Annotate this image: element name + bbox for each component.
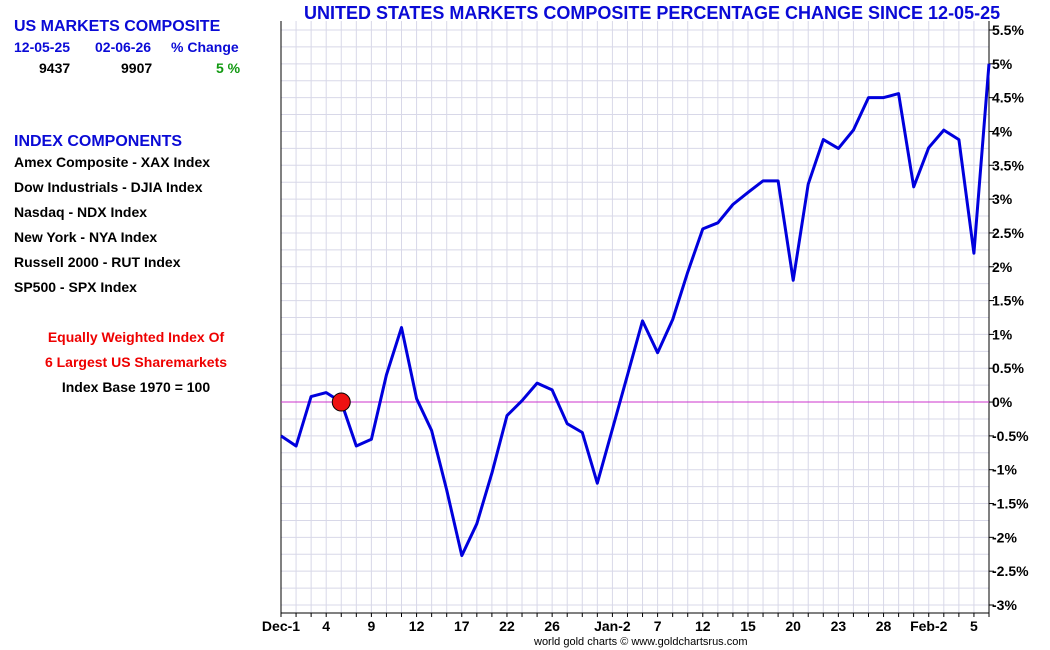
- credit: world gold charts © www.goldchartsrus.co…: [534, 636, 748, 648]
- x-tick-label: 23: [831, 618, 847, 634]
- y-tick-label: 3.5%: [992, 157, 1024, 173]
- component-item: Dow Industrials - DJIA Index: [14, 179, 203, 195]
- y-tick-label: 5%: [992, 56, 1013, 72]
- summary-end-date: 02-06-26: [95, 39, 152, 55]
- x-tick-label: 12: [695, 618, 711, 634]
- note-line-3: Index Base 1970 = 100: [61, 379, 211, 395]
- x-tick-label: 17: [454, 618, 470, 634]
- x-tick-label: 4: [322, 618, 330, 634]
- summary-end-value: 9907: [121, 60, 153, 76]
- y-tick-label: 5.5%: [992, 22, 1024, 38]
- y-tick-label: -2%: [992, 529, 1017, 545]
- x-tick-label: 5: [970, 618, 978, 634]
- y-tick-label: 4.5%: [992, 90, 1024, 106]
- x-tick-label: 12: [409, 618, 425, 634]
- y-tick-label: 1.5%: [992, 293, 1024, 309]
- note-line-1: Equally Weighted Index Of: [47, 329, 225, 345]
- chart-title: UNITED STATES MARKETS COMPOSITE PERCENTA…: [304, 3, 1001, 23]
- x-tick-label: 15: [740, 618, 756, 634]
- components-title: INDEX COMPONENTS: [14, 133, 183, 150]
- y-tick-label: -0.5%: [992, 428, 1029, 444]
- x-tick-label: 26: [544, 618, 560, 634]
- y-tick-label: 2%: [992, 259, 1013, 275]
- y-tick-label: 2.5%: [992, 225, 1024, 241]
- component-item: Nasdaq - NDX Index: [14, 204, 148, 220]
- y-tick-label: 3%: [992, 191, 1013, 207]
- x-tick-label: Jan-2: [594, 618, 631, 634]
- x-tick-label: 22: [499, 618, 515, 634]
- y-tick-label: 0.5%: [992, 360, 1024, 376]
- component-item: Amex Composite - XAX Index: [14, 154, 211, 170]
- component-item: Russell 2000 - RUT Index: [14, 254, 181, 270]
- x-tick-label: 28: [876, 618, 892, 634]
- summary-change-value: 5 %: [216, 60, 241, 76]
- y-tick-label: -2.5%: [992, 563, 1029, 579]
- y-tick-label: -1%: [992, 462, 1017, 478]
- y-tick-label: -1.5%: [992, 496, 1029, 512]
- summary-start-value: 9437: [39, 60, 71, 76]
- y-tick-label: 0%: [992, 394, 1013, 410]
- y-tick-label: 4%: [992, 123, 1013, 139]
- x-tick-label: Dec-1: [262, 618, 300, 634]
- summary-change-header: % Change: [171, 39, 239, 55]
- component-item: SP500 - SPX Index: [14, 279, 137, 295]
- x-tick-label: 7: [654, 618, 662, 634]
- x-tick-label: 20: [785, 618, 801, 634]
- x-tick-label: Feb-2: [910, 618, 948, 634]
- note-line-2: 6 Largest US Sharemarkets: [44, 354, 228, 370]
- summary-title: US MARKETS COMPOSITE: [14, 18, 221, 35]
- start-marker: [331, 392, 351, 412]
- x-tick-label: 9: [367, 618, 375, 634]
- component-item: New York - NYA Index: [14, 229, 158, 245]
- summary-start-date: 12-05-25: [14, 39, 71, 55]
- y-tick-label: -3%: [992, 597, 1017, 613]
- series-line: [280, 63, 991, 558]
- y-tick-label: 1%: [992, 326, 1013, 342]
